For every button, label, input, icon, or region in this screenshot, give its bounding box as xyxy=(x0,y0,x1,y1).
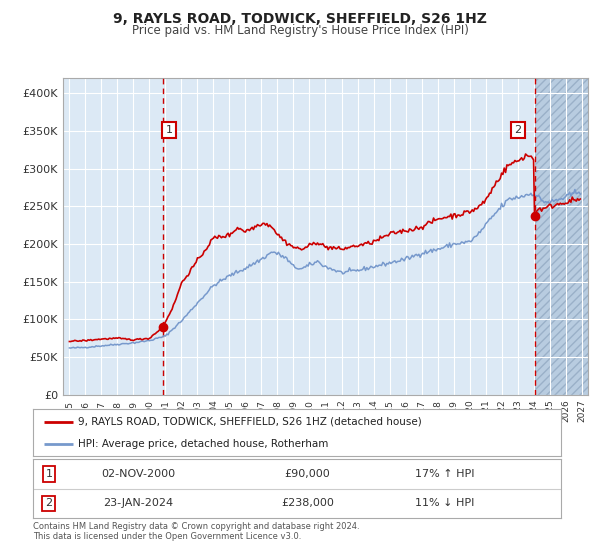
Text: Contains HM Land Registry data © Crown copyright and database right 2024.: Contains HM Land Registry data © Crown c… xyxy=(33,522,359,531)
Bar xyxy=(535,78,588,395)
Text: 02-NOV-2000: 02-NOV-2000 xyxy=(101,469,176,479)
Text: 1: 1 xyxy=(46,469,52,479)
Text: HPI: Average price, detached house, Rotherham: HPI: Average price, detached house, Roth… xyxy=(78,438,328,449)
Text: 1: 1 xyxy=(166,125,172,135)
Text: 2: 2 xyxy=(45,498,52,508)
Text: 11% ↓ HPI: 11% ↓ HPI xyxy=(415,498,475,508)
Text: 9, RAYLS ROAD, TODWICK, SHEFFIELD, S26 1HZ (detached house): 9, RAYLS ROAD, TODWICK, SHEFFIELD, S26 1… xyxy=(78,417,422,427)
Text: 17% ↑ HPI: 17% ↑ HPI xyxy=(415,469,475,479)
Text: 2: 2 xyxy=(514,125,521,135)
Text: Price paid vs. HM Land Registry's House Price Index (HPI): Price paid vs. HM Land Registry's House … xyxy=(131,24,469,36)
Text: £238,000: £238,000 xyxy=(281,498,334,508)
Text: 23-JAN-2024: 23-JAN-2024 xyxy=(104,498,173,508)
Text: This data is licensed under the Open Government Licence v3.0.: This data is licensed under the Open Gov… xyxy=(33,532,301,541)
Text: £90,000: £90,000 xyxy=(284,469,331,479)
Text: 9, RAYLS ROAD, TODWICK, SHEFFIELD, S26 1HZ: 9, RAYLS ROAD, TODWICK, SHEFFIELD, S26 1… xyxy=(113,12,487,26)
